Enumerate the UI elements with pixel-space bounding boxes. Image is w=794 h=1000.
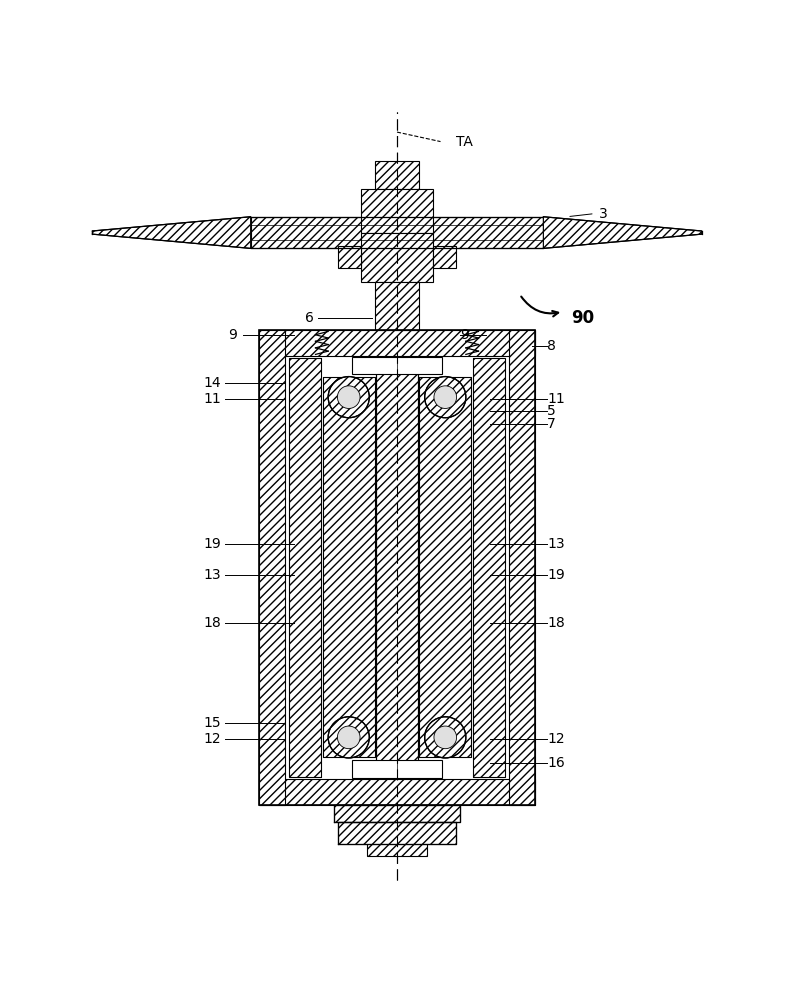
Bar <box>259 330 535 356</box>
Text: 90: 90 <box>571 309 594 327</box>
Text: 18: 18 <box>203 616 222 630</box>
Circle shape <box>434 386 457 408</box>
Bar <box>337 822 457 844</box>
Bar <box>322 377 375 757</box>
Circle shape <box>337 726 360 749</box>
Bar <box>376 161 418 189</box>
Circle shape <box>434 726 457 749</box>
Text: 11: 11 <box>203 392 222 406</box>
Circle shape <box>328 377 369 418</box>
Bar <box>259 330 284 805</box>
Text: 12: 12 <box>204 732 222 746</box>
Text: 7: 7 <box>547 417 556 431</box>
Text: 19: 19 <box>547 568 565 582</box>
Circle shape <box>328 717 369 758</box>
Bar <box>376 282 418 330</box>
Polygon shape <box>92 217 251 248</box>
Bar <box>259 779 535 805</box>
Text: 14: 14 <box>204 376 222 390</box>
Bar <box>352 760 442 778</box>
Bar <box>259 330 535 805</box>
Text: 6: 6 <box>305 311 314 325</box>
Circle shape <box>425 377 466 418</box>
Text: 12: 12 <box>547 732 565 746</box>
Bar <box>251 217 543 248</box>
Text: 16: 16 <box>547 756 565 770</box>
Text: 9: 9 <box>461 328 469 342</box>
Text: 3: 3 <box>599 207 607 221</box>
Bar <box>289 358 321 777</box>
Bar <box>337 246 361 268</box>
Bar <box>352 357 442 374</box>
Text: TA: TA <box>457 135 473 149</box>
Bar <box>361 189 433 233</box>
Circle shape <box>337 386 360 408</box>
Bar <box>361 233 433 282</box>
Text: 11: 11 <box>547 392 565 406</box>
Bar <box>419 377 472 757</box>
Bar <box>333 805 461 822</box>
Text: 18: 18 <box>547 616 565 630</box>
Bar <box>376 357 418 778</box>
Text: 15: 15 <box>204 716 222 730</box>
Bar <box>473 358 505 777</box>
Text: 8: 8 <box>547 339 557 353</box>
Bar <box>433 246 457 268</box>
Text: 19: 19 <box>203 537 222 551</box>
Text: 9: 9 <box>229 328 237 342</box>
Circle shape <box>425 717 466 758</box>
Text: 13: 13 <box>204 568 222 582</box>
Bar <box>510 330 535 805</box>
Polygon shape <box>543 217 702 248</box>
Bar <box>368 805 426 856</box>
Text: 5: 5 <box>547 404 556 418</box>
Text: 13: 13 <box>547 537 565 551</box>
